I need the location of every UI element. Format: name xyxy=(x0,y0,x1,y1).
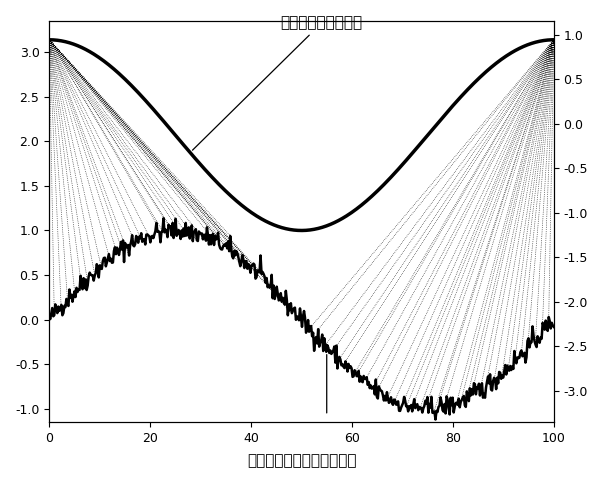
Text: 总表的时间序列曲线: 总表的时间序列曲线 xyxy=(192,15,363,150)
X-axis label: 三相用户表的时间序列曲线: 三相用户表的时间序列曲线 xyxy=(247,453,356,468)
